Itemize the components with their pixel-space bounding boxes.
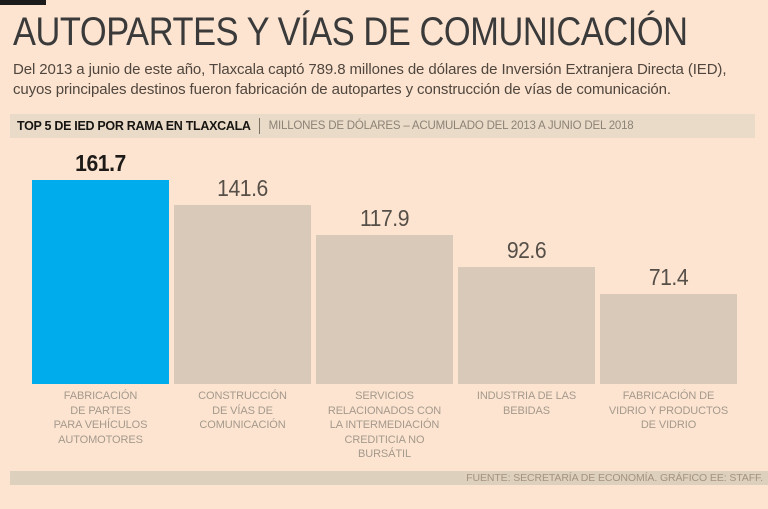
chart-header-strip: TOP 5 DE IED POR RAMA EN TLAXCALA MILLON… [10, 114, 755, 138]
page-title: AUTOPARTES Y VÍAS DE COMUNICACIÓN [13, 10, 688, 54]
bar-value-label: 71.4 [648, 264, 689, 290]
page-subtitle-line2: cuyos principales destinos fueron fabric… [13, 81, 671, 98]
bar-value-label: 161.7 [75, 150, 126, 176]
bar [32, 180, 169, 384]
chart-units-label: MILLONES DE DÓLARES – ACUMULADO DEL 2013… [268, 120, 634, 132]
bar-value-label: 141.6 [217, 175, 268, 201]
header-divider [258, 118, 260, 134]
page-subtitle: Del 2013 a junio de este año, Tlaxcala c… [13, 60, 763, 100]
bar-category-label: INDUSTRIA DE LAS BEBIDAS [476, 390, 577, 417]
bar-category-label: SERVICIOS RELACIONADOS CON LA INTERMEDIA… [327, 390, 442, 460]
page-subtitle-line1: Del 2013 a junio de este año, Tlaxcala c… [13, 61, 727, 78]
page-corner-mark [0, 0, 46, 5]
bar-value-label: 117.9 [359, 205, 410, 231]
source-text: FUENTE: SECRETARÍA DE ECONOMÍA. GRÁFICO … [466, 472, 763, 484]
source-strip: FUENTE: SECRETARÍA DE ECONOMÍA. GRÁFICO … [10, 471, 768, 485]
bar [458, 267, 595, 384]
bar-value-label: 92.6 [506, 237, 547, 263]
chart-title: TOP 5 DE IED POR RAMA EN TLAXCALA [17, 119, 251, 133]
bar-category-label: FABRICACIÓN DE VIDRIO Y PRODUCTOS DE VID… [608, 390, 729, 431]
bar-category-label: CONSTRUCCIÓN DE VÍAS DE COMUNICACIÓN [198, 390, 287, 431]
bar [600, 294, 737, 384]
bar-category-label: FABRICACIÓN DE PARTES PARA VEHÍCULOS AUT… [53, 390, 148, 446]
bar [174, 205, 311, 384]
bar [316, 235, 453, 384]
